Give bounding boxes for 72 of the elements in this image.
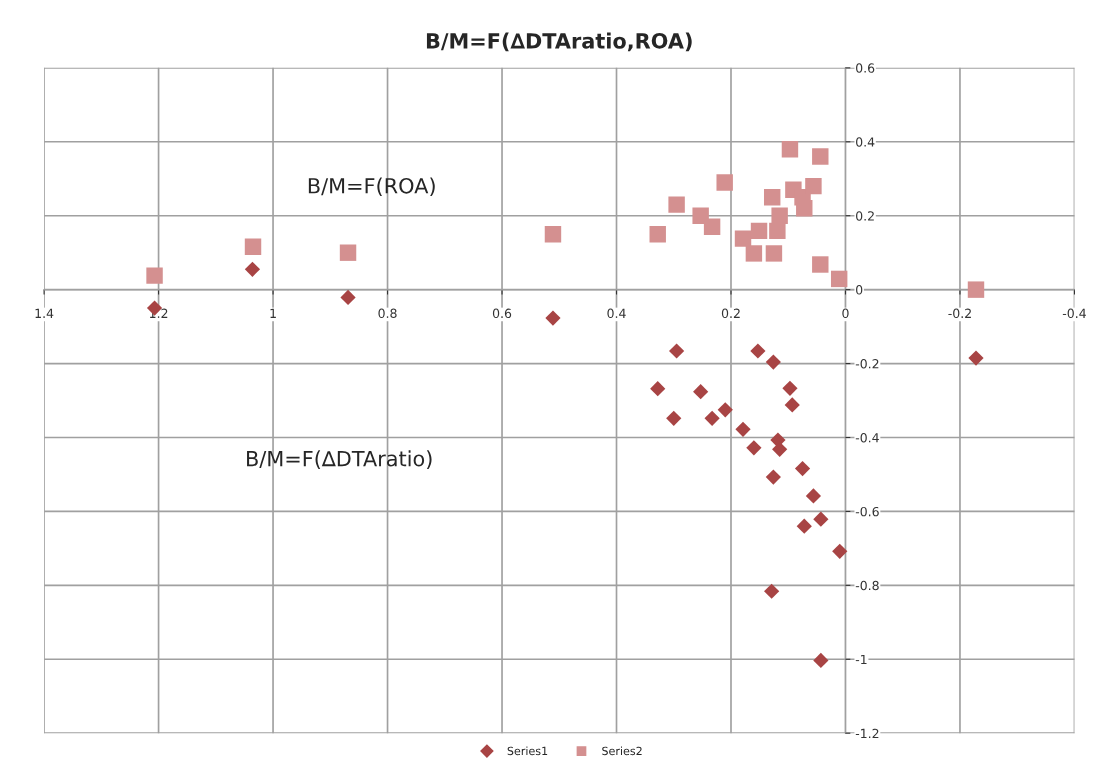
point (545, 310, 561, 326)
y-tick-label: -1.2 (855, 728, 879, 738)
point (784, 397, 800, 413)
point (796, 518, 812, 534)
point (339, 244, 357, 261)
point (750, 222, 768, 240)
point (668, 196, 685, 213)
legend-label: Series1 (507, 746, 548, 756)
point (734, 230, 752, 247)
point (735, 421, 751, 437)
point (813, 511, 829, 527)
x-tick-label: -0.2 (948, 308, 971, 319)
point (812, 148, 829, 165)
point (968, 350, 984, 366)
annotation: B/M=F(ROA) (308, 177, 435, 197)
point (717, 402, 733, 418)
point (805, 177, 822, 195)
y-tick-label: -0.2 (855, 359, 879, 369)
point (763, 189, 781, 206)
y-tick-label: 0.6 (856, 63, 875, 73)
point (764, 583, 780, 599)
point (244, 238, 262, 255)
point (746, 440, 762, 456)
point (830, 270, 848, 288)
x-tick-label: 0.6 (492, 308, 512, 319)
point (703, 218, 721, 236)
y-tick-label: -0.4 (855, 432, 879, 443)
point (544, 225, 562, 243)
point (666, 410, 682, 426)
point (650, 381, 666, 397)
point (716, 174, 733, 191)
point (340, 289, 356, 306)
chart-title: B/M=F(∆DTAratio,ROA) (426, 32, 692, 52)
x-tick-label: -0.4 (1062, 308, 1086, 319)
x-tick-label: 1.4 (35, 308, 54, 318)
point (782, 380, 798, 396)
y-tick-label: 0.2 (856, 211, 874, 221)
point (832, 543, 848, 559)
annotation: B/M=F(∆DTAratio) (247, 450, 432, 469)
point (967, 281, 985, 298)
point (693, 384, 709, 400)
point (745, 245, 763, 262)
point (146, 267, 163, 284)
point (796, 200, 813, 217)
point (812, 256, 829, 273)
y-tick-label: -0.8 (855, 580, 879, 591)
point (769, 222, 786, 240)
point (244, 261, 261, 277)
legend-label: Series2 (602, 746, 642, 756)
x-tick-label: 0.4 (607, 308, 626, 319)
point (649, 225, 666, 243)
point (781, 140, 799, 158)
x-tick-label: 0.8 (378, 308, 397, 319)
point (772, 441, 788, 457)
point (805, 488, 822, 504)
point (669, 343, 685, 359)
y-tick-label: 0 (856, 285, 863, 295)
x-tick-label: 0.2 (721, 308, 740, 319)
point (765, 245, 783, 262)
point (794, 460, 811, 477)
y-tick-label: 0.4 (856, 137, 875, 147)
point (765, 469, 781, 485)
point (704, 410, 720, 426)
point (750, 343, 766, 359)
point (813, 652, 829, 668)
point (771, 207, 788, 224)
y-tick-label: -0.6 (855, 506, 879, 517)
point (692, 207, 709, 224)
y-tick-label: -1 (855, 654, 867, 665)
x-tick-label: 0 (842, 308, 849, 319)
point (765, 354, 781, 370)
x-tick-label: 1 (270, 308, 276, 318)
